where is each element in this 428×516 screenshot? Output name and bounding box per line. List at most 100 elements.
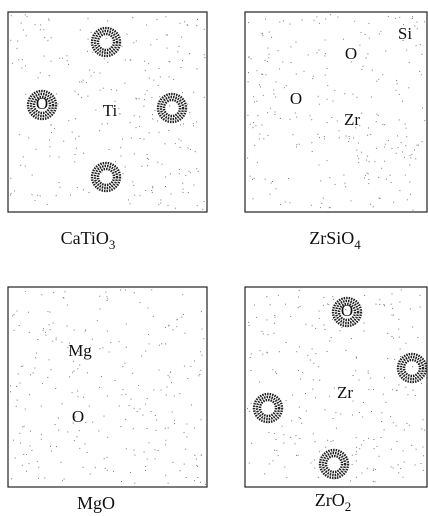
speckle [100, 348, 101, 349]
speckle [357, 155, 358, 156]
speckle [270, 304, 271, 305]
speckle [367, 135, 368, 136]
speckle [136, 127, 137, 128]
speckle [332, 296, 333, 297]
speckle [319, 137, 320, 138]
speckle [194, 455, 195, 456]
speckle [351, 200, 352, 201]
speckle [405, 124, 406, 125]
speckle [25, 291, 26, 292]
speckle [110, 342, 111, 343]
speckle [374, 161, 375, 162]
speckle [312, 348, 313, 349]
speckle [104, 58, 105, 59]
speckle [95, 110, 96, 111]
speckle [22, 366, 23, 367]
speckle [144, 61, 145, 62]
speckle [121, 481, 122, 482]
speckle [381, 421, 382, 422]
speckle [275, 317, 276, 318]
speckle [34, 368, 35, 369]
speckle [56, 195, 57, 196]
speckle [295, 443, 296, 444]
speckle [190, 366, 191, 367]
speckle [356, 437, 357, 438]
speckle [196, 25, 197, 26]
speckle [305, 393, 306, 394]
speckle [182, 92, 183, 93]
speckle [176, 326, 177, 327]
speckle [405, 343, 406, 344]
atom-label: O [345, 44, 357, 63]
speckle [21, 68, 22, 69]
speckle [74, 161, 75, 162]
speckle [128, 199, 129, 200]
speckle [135, 455, 136, 456]
speckle [391, 466, 392, 467]
speckle [417, 28, 418, 29]
speckle [412, 16, 413, 17]
speckle [379, 299, 380, 300]
speckle [267, 112, 268, 113]
atom-label: O [290, 89, 302, 108]
speckle [415, 395, 416, 396]
speckle [419, 71, 420, 72]
speckle [126, 324, 127, 325]
speckle [197, 19, 198, 20]
speckle [164, 143, 165, 144]
speckle [406, 136, 407, 137]
speckle [371, 411, 372, 412]
speckle [182, 183, 183, 184]
speckle [354, 21, 355, 22]
speckle [392, 315, 393, 316]
speckle [132, 181, 133, 182]
speckle [61, 462, 62, 463]
speckle [101, 376, 102, 377]
speckle [290, 119, 291, 120]
speckle [388, 16, 389, 17]
speckle [280, 118, 281, 119]
speckle [396, 390, 397, 391]
speckle [77, 390, 78, 391]
speckle [121, 46, 122, 47]
speckle [152, 192, 153, 193]
speckle [370, 378, 371, 379]
speckle [180, 470, 181, 471]
speckle [313, 363, 314, 364]
speckle [392, 148, 393, 149]
speckle [397, 441, 398, 442]
speckle [149, 78, 150, 79]
speckle [392, 389, 393, 390]
speckle [411, 445, 412, 446]
speckle [183, 189, 184, 190]
speckle [285, 304, 286, 305]
speckle [306, 324, 307, 325]
speckle [373, 470, 374, 471]
speckle [27, 16, 28, 17]
speckle [10, 178, 11, 179]
speckle [145, 190, 146, 191]
speckle [328, 304, 329, 305]
speckle [422, 141, 423, 142]
speckle [25, 65, 26, 66]
speckle [88, 18, 89, 19]
speckle [89, 70, 90, 71]
speckle [268, 57, 269, 58]
speckle [49, 139, 50, 140]
speckle [350, 480, 351, 481]
speckle [378, 456, 379, 457]
speckle [343, 39, 344, 40]
speckle [165, 475, 166, 476]
speckle [296, 117, 297, 118]
speckle [320, 207, 321, 208]
speckle [12, 63, 13, 64]
speckle [324, 139, 325, 140]
speckle [23, 454, 24, 455]
speckle [409, 165, 410, 166]
speckle [129, 405, 130, 406]
speckle [266, 296, 267, 297]
speckle [91, 32, 92, 33]
speckle [381, 412, 382, 413]
speckle [166, 34, 167, 35]
speckle [361, 473, 362, 474]
